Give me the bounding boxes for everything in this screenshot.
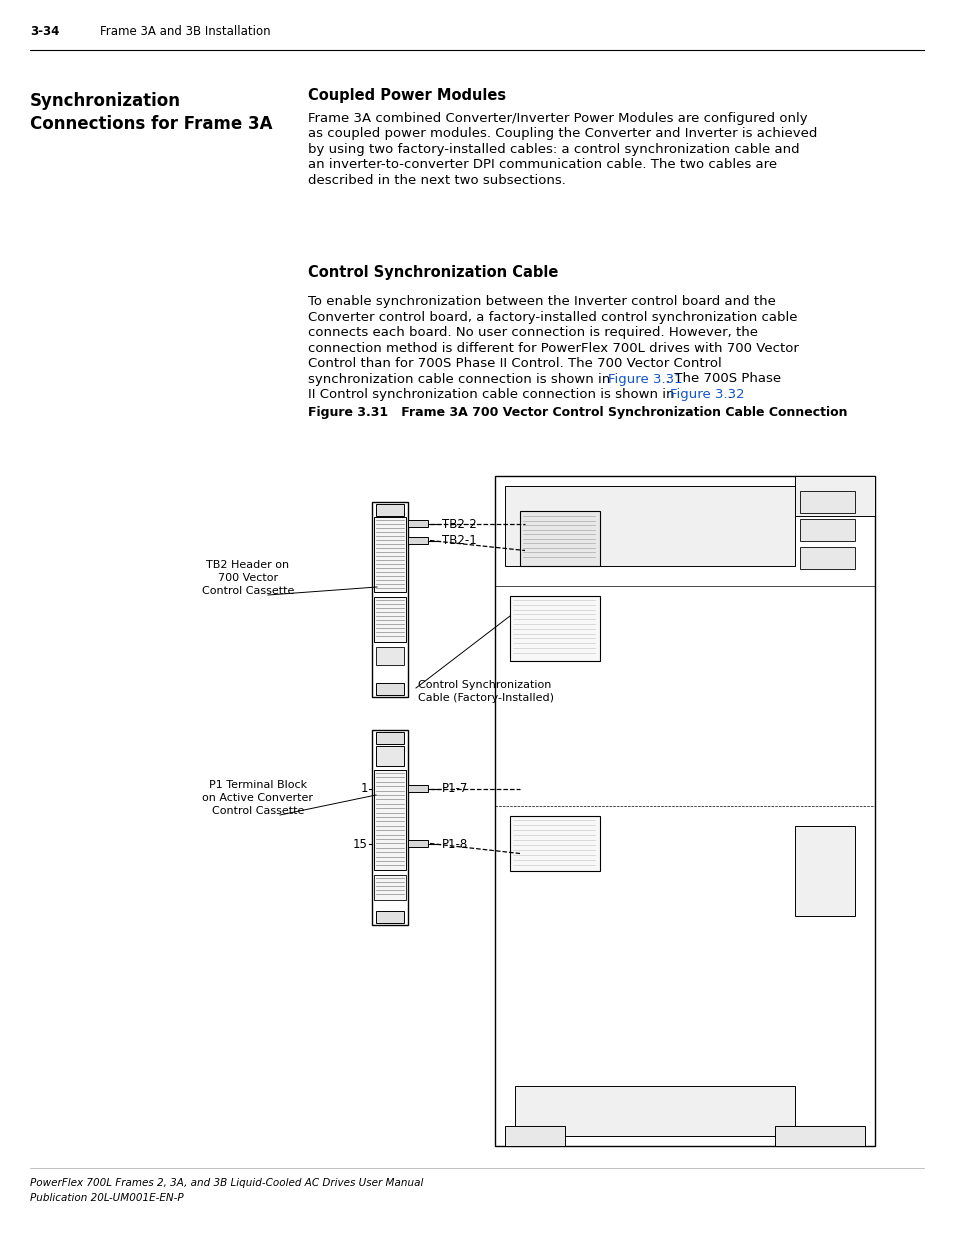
Bar — [408, 840, 428, 847]
Bar — [375, 746, 403, 766]
Text: Publication 20L-UM001E-EN-P: Publication 20L-UM001E-EN-P — [30, 1193, 183, 1203]
Text: Frame 3A combined Converter/Inverter Power Modules are configured only: Frame 3A combined Converter/Inverter Pow… — [308, 112, 807, 125]
Bar — [375, 647, 403, 664]
Text: TB2-1: TB2-1 — [441, 535, 476, 547]
Bar — [375, 683, 403, 695]
Bar — [794, 826, 854, 916]
Ellipse shape — [815, 482, 823, 490]
Text: P1 Terminal Block
on Active Converter
Control Cassette: P1 Terminal Block on Active Converter Co… — [202, 781, 314, 816]
Ellipse shape — [821, 832, 827, 839]
Bar — [510, 816, 599, 871]
Text: 15: 15 — [353, 837, 368, 851]
Bar — [800, 519, 854, 541]
Bar — [504, 1126, 564, 1146]
Bar — [774, 1126, 864, 1146]
Text: . The 700S Phase: . The 700S Phase — [665, 373, 781, 385]
Text: TB2-2: TB2-2 — [441, 517, 476, 531]
Text: Synchronization
Connections for Frame 3A: Synchronization Connections for Frame 3A — [30, 91, 273, 133]
Ellipse shape — [386, 508, 394, 513]
Bar — [374, 597, 406, 642]
Bar — [495, 475, 874, 1146]
Text: Control Synchronization Cable: Control Synchronization Cable — [308, 266, 558, 280]
Text: Converter control board, a factory-installed control synchronization cable: Converter control board, a factory-insta… — [308, 310, 797, 324]
Text: Figure 3.31: Figure 3.31 — [607, 373, 682, 385]
Text: Frame 3A and 3B Installation: Frame 3A and 3B Installation — [100, 25, 271, 38]
Text: PowerFlex 700L Frames 2, 3A, and 3B Liquid-Cooled AC Drives User Manual: PowerFlex 700L Frames 2, 3A, and 3B Liqu… — [30, 1178, 423, 1188]
Bar — [800, 547, 854, 569]
Text: Figure 3.32: Figure 3.32 — [669, 388, 744, 401]
Bar — [519, 511, 599, 566]
Ellipse shape — [821, 848, 827, 853]
Bar — [375, 504, 403, 516]
Bar — [408, 537, 428, 543]
Text: 1: 1 — [360, 783, 368, 795]
Bar — [375, 911, 403, 923]
Bar — [372, 730, 408, 925]
Ellipse shape — [386, 685, 394, 692]
Text: described in the next two subsections.: described in the next two subsections. — [308, 174, 565, 186]
Bar — [372, 501, 408, 697]
Text: Control Synchronization
Cable (Factory-Installed): Control Synchronization Cable (Factory-I… — [417, 680, 554, 703]
Bar — [374, 769, 406, 869]
Text: II Control synchronization cable connection is shown in: II Control synchronization cable connect… — [308, 388, 678, 401]
Text: connects each board. No user connection is required. However, the: connects each board. No user connection … — [308, 326, 758, 338]
Bar — [374, 876, 406, 900]
Text: Coupled Power Modules: Coupled Power Modules — [308, 88, 506, 103]
Text: TB2 Header on
700 Vector
Control Cassette: TB2 Header on 700 Vector Control Cassett… — [202, 559, 294, 597]
Text: an inverter-to-converter DPI communication cable. The two cables are: an inverter-to-converter DPI communicati… — [308, 158, 777, 172]
Bar — [800, 492, 854, 513]
Bar — [408, 785, 428, 792]
Bar — [375, 732, 403, 743]
Text: P1-8: P1-8 — [441, 837, 468, 851]
Text: .: . — [727, 388, 731, 401]
Bar — [794, 475, 874, 516]
Bar — [374, 517, 406, 592]
Text: by using two factory-installed cables: a control synchronization cable and: by using two factory-installed cables: a… — [308, 143, 799, 156]
Text: To enable synchronization between the Inverter control board and the: To enable synchronization between the In… — [308, 295, 775, 308]
Bar — [504, 487, 794, 566]
Ellipse shape — [845, 482, 853, 490]
Text: Control than for 700S Phase II Control. The 700 Vector Control: Control than for 700S Phase II Control. … — [308, 357, 721, 370]
Ellipse shape — [386, 735, 394, 741]
Bar — [510, 597, 599, 661]
Ellipse shape — [386, 914, 394, 920]
Text: synchronization cable connection is shown in: synchronization cable connection is show… — [308, 373, 614, 385]
Text: P1-7: P1-7 — [441, 783, 468, 795]
Bar — [515, 1086, 794, 1136]
Text: connection method is different for PowerFlex 700L drives with 700 Vector: connection method is different for Power… — [308, 342, 798, 354]
Bar — [408, 520, 428, 527]
Text: as coupled power modules. Coupling the Converter and Inverter is achieved: as coupled power modules. Coupling the C… — [308, 127, 817, 141]
Text: 3-34: 3-34 — [30, 25, 59, 38]
Text: Figure 3.31   Frame 3A 700 Vector Control Synchronization Cable Connection: Figure 3.31 Frame 3A 700 Vector Control … — [308, 406, 846, 419]
